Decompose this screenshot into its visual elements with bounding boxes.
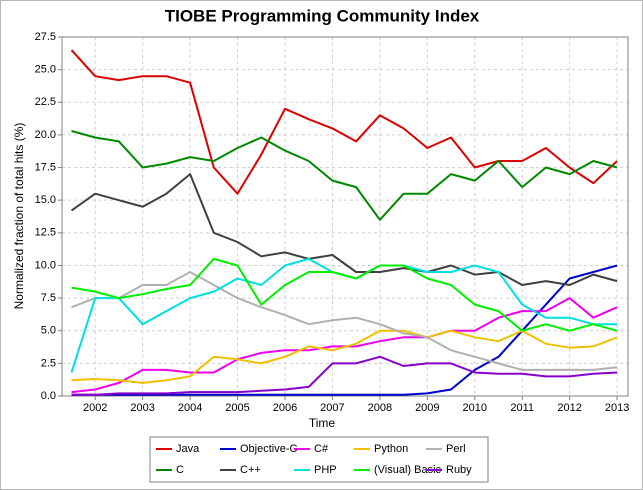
series-line xyxy=(70,173,618,286)
x-tick-label: 2010 xyxy=(463,402,487,414)
legend-label: Python xyxy=(374,443,408,455)
series-line xyxy=(71,264,618,396)
x-tick-label: 2005 xyxy=(225,402,249,414)
y-tick-label: 27.5 xyxy=(35,31,56,43)
legend-label: C++ xyxy=(240,464,261,476)
series-line xyxy=(71,271,618,371)
plot-border xyxy=(61,36,629,397)
x-tick-label: 2006 xyxy=(273,402,297,414)
y-tick-label: 2.5 xyxy=(41,357,56,369)
x-tick-label: 2002 xyxy=(83,402,107,414)
legend-label: Perl xyxy=(446,443,466,455)
legend-box xyxy=(149,436,489,483)
series-line xyxy=(71,355,618,396)
y-tick-label: 5.0 xyxy=(41,325,56,337)
x-tick-label: 2012 xyxy=(557,402,581,414)
x-tick-label: 2008 xyxy=(368,402,392,414)
y-tick-label: 17.5 xyxy=(35,161,56,173)
y-tick-label: 22.5 xyxy=(35,96,56,108)
legend-label: PHP xyxy=(314,464,337,476)
x-tick-label: 2011 xyxy=(510,402,534,414)
legend-label: C xyxy=(176,464,184,476)
series-line xyxy=(71,130,618,221)
x-tick-label: 2009 xyxy=(415,402,439,414)
x-tick-label: 2007 xyxy=(320,402,344,414)
y-tick-label: 7.5 xyxy=(41,292,56,304)
series-line xyxy=(71,329,618,384)
y-tick-label: 25.0 xyxy=(35,64,56,76)
series-line xyxy=(71,257,618,332)
series-line xyxy=(70,49,618,195)
x-axis-label: Time xyxy=(309,416,336,430)
legend-label: C# xyxy=(314,443,329,455)
y-tick-label: 12.5 xyxy=(35,227,56,239)
chart-title: TIOBE Programming Community Index xyxy=(165,6,480,25)
y-tick-label: 15.0 xyxy=(35,194,56,206)
legend-label: Java xyxy=(176,443,200,455)
y-axis-label: Normalized fraction of total hits (%) xyxy=(12,123,26,310)
y-tick-label: 0.0 xyxy=(41,390,56,402)
x-tick-label: 2003 xyxy=(130,402,154,414)
y-tick-label: 10.0 xyxy=(35,259,56,271)
y-tick-label: 20.0 xyxy=(35,129,56,141)
x-tick-label: 2004 xyxy=(178,402,202,414)
legend-label: (Visual) Basic xyxy=(374,464,442,476)
x-tick-label: 2013 xyxy=(605,402,629,414)
legend-label: Ruby xyxy=(446,464,472,476)
legend-label: Objective-C xyxy=(240,443,298,455)
